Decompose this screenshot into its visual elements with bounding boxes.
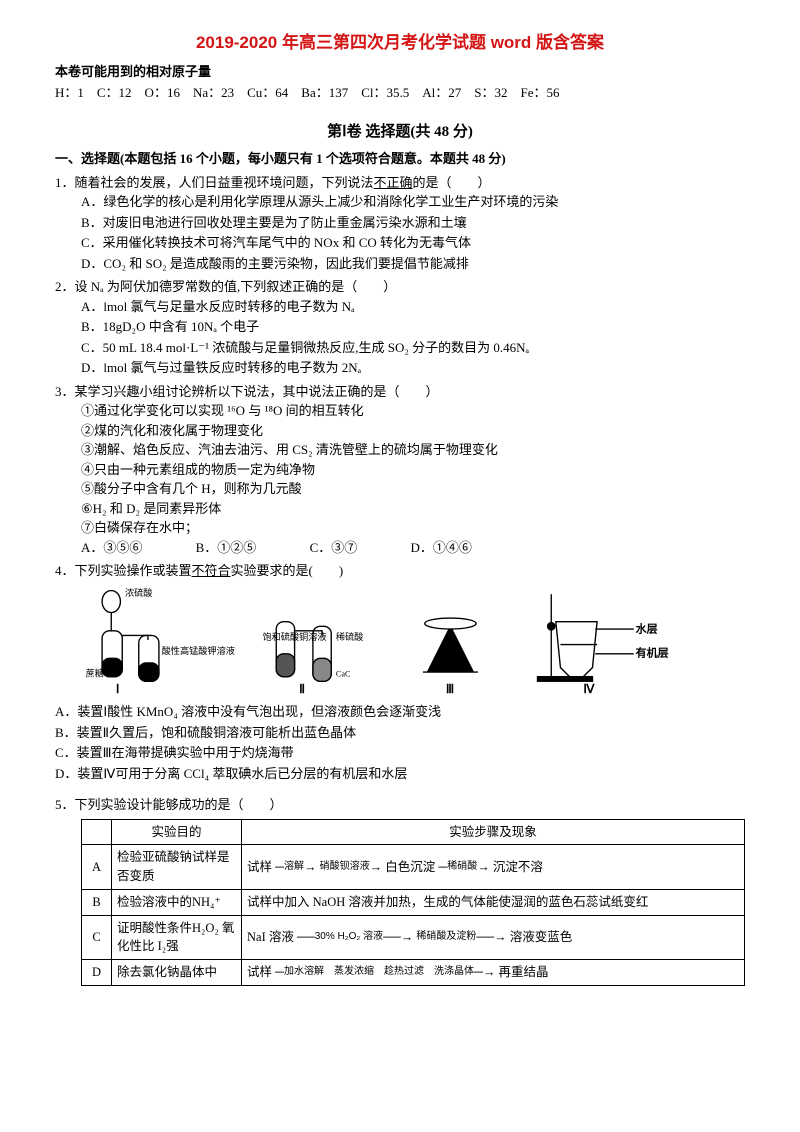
question-4-options: A．装置Ⅰ酸性 KMnO₄ 溶液中没有气泡出现，但溶液颜色会逐渐变浅 B．装置Ⅱ…: [55, 702, 745, 783]
question-3: 3．某学习兴趣小组讨论辨析以下说法，其中说法正确的是（ ） ①通过化学变化可以实…: [55, 382, 745, 558]
q5-table: 实验目的 实验步骤及现象 A 检验亚硫酸钠试样是否变质 试样 ─溶解→ 硝酸钡溶…: [81, 819, 745, 986]
svg-text:Ⅱ: Ⅱ: [299, 682, 305, 695]
q4-stem-pre: 4．下列实验操作或装置: [55, 563, 192, 578]
subtitle: 本卷可能用到的相对原子量: [55, 62, 745, 82]
q1-option-c: C．采用催化转换技术可将汽车尾气中的 NOx 和 CO 转化为无毒气体: [81, 233, 745, 253]
q5-th2: 实验步骤及现象: [242, 819, 745, 845]
q2-option-c: C．50 mL 18.4 mol·L⁻¹ 浓硫酸与足量铜微热反应,生成 SO₂ …: [81, 338, 745, 358]
q5-rowD-id: D: [82, 960, 112, 986]
question-2: 2．设 Nₐ 为阿伏加德罗常数的值,下列叙述正确的是（ ） A．lmol 氯气与…: [55, 277, 745, 378]
svg-text:稀硫酸: 稀硫酸: [336, 631, 363, 642]
q5-rowB-step: 试样中加入 NaOH 溶液并加热，生成的气体能使湿润的蓝色石蕊试纸变红: [242, 889, 745, 915]
q3-s5: ⑤酸分子中含有几个 H，则称为几元酸: [81, 479, 745, 499]
svg-text:饱和硫酸铜溶液: 饱和硫酸铜溶液: [263, 631, 327, 642]
q5-rowA-step: 试样 ─溶解→ 硝酸钡溶液→ 白色沉淀 ─稀硝酸→ 沉淀不溶: [242, 845, 745, 890]
q5-rowA-goal: 检验亚硫酸钠试样是否变质: [112, 845, 242, 890]
q5-rowD-goal: 除去氯化钠晶体中: [112, 960, 242, 986]
q3-choice-a: A．③⑤⑥: [81, 538, 142, 558]
q3-s7: ⑦白磷保存在水中；: [81, 518, 745, 538]
q3-s2: ②煤的汽化和液化属于物理变化: [81, 421, 745, 441]
q1-underline: 不正确: [374, 175, 413, 190]
q3-s4: ④只由一种元素组成的物质一定为纯净物: [81, 460, 745, 480]
q5-stem: 5．下列实验设计能够成功的是（ ）: [55, 795, 745, 815]
q2-stem: 2．设 Nₐ 为阿伏加德罗常数的值,下列叙述正确的是（ ）: [55, 277, 745, 297]
svg-text:水层: 水层: [636, 621, 658, 635]
atomic-masses: H：1 C：12 O：16 Na：23 Cu：64 Ba：137 Cl：35.5…: [55, 83, 745, 103]
svg-text:Ⅰ: Ⅰ: [116, 682, 120, 695]
section-header: 第Ⅰ卷 选择题(共 48 分): [55, 121, 745, 144]
svg-text:Ⅲ: Ⅲ: [446, 682, 454, 695]
q3-s6: ⑥H₂ 和 D₂ 是同素异形体: [81, 499, 745, 519]
q1-stem-pre: 1．随着社会的发展，人们日益重视环境问题，下列说法: [55, 175, 374, 190]
q4-option-a: A．装置Ⅰ酸性 KMnO₄ 溶液中没有气泡出现，但溶液颜色会逐渐变浅: [55, 702, 745, 722]
q5-rowC-step: NaI 溶液 ──30% H₂O₂ 溶液──→ 稀硝酸及淀粉──→ 溶液变蓝色: [242, 915, 745, 960]
q3-stem: 3．某学习兴趣小组讨论辨析以下说法，其中说法正确的是（ ）: [55, 382, 745, 402]
q5-rowB-goal: 检验溶液中的NH₄⁺: [112, 889, 242, 915]
q3-choice-d: D．①④⑥: [410, 538, 471, 558]
q4-underline: 不符合: [192, 563, 231, 578]
q5-rowB-id: B: [82, 889, 112, 915]
q2-option-b: B．18gD₂O 中含有 10Nₐ 个电子: [81, 317, 745, 337]
q2-option-a: A．lmol 氯气与足量水反应时转移的电子数为 Nₐ: [81, 297, 745, 317]
q5-rowD-step: 试样 ─加水溶解 蒸发浓缩 趁热过滤 洗涤晶体─→ 再重结晶: [242, 960, 745, 986]
q4-option-c: C．装置Ⅲ在海带提碘实验中用于灼烧海带: [55, 743, 745, 763]
q2-option-d: D．lmol 氯气与过量铁反应时转移的电子数为 2Nₐ: [81, 358, 745, 378]
svg-text:酸性高锰酸钾溶液: 酸性高锰酸钾溶液: [162, 644, 235, 655]
q3-s3: ③潮解、焰色反应、汽油去油污、用 CS₂ 清洗管壁上的硫均属于物理变化: [81, 440, 745, 460]
q1-option-d: D．CO₂ 和 SO₂ 是造成酸雨的主要污染物，因此我们要提倡节能减排: [81, 254, 745, 274]
svg-text:浓硫酸: 浓硫酸: [125, 587, 152, 598]
q1-option-a: A．绿色化学的核心是利用化学原理从源头上减少和消除化学工业生产对环境的污染: [81, 192, 745, 212]
svg-text:有机层: 有机层: [636, 645, 669, 659]
svg-text:CaC: CaC: [336, 669, 351, 678]
apparatus-diagram: 浓硫酸 蔗糖 酸性高锰酸钾溶液 Ⅰ 饱和硫酸铜溶液 稀硫酸 CaC Ⅱ Ⅲ 水层…: [55, 585, 745, 695]
q4-option-b: B．装置Ⅱ久置后，饱和硫酸铜溶液可能析出蓝色晶体: [55, 723, 745, 743]
svg-text:Ⅳ: Ⅳ: [583, 682, 595, 695]
q5-th1: 实验目的: [112, 819, 242, 845]
q3-s1: ①通过化学变化可以实现 ¹⁶O 与 ¹⁸O 间的相互转化: [81, 401, 745, 421]
page-title: 2019-2020 年高三第四次月考化学试题 word 版含答案: [55, 30, 745, 56]
q1-option-b: B．对废旧电池进行回收处理主要是为了防止重金属污染水源和土壤: [81, 213, 745, 233]
svg-text:蔗糖: 蔗糖: [86, 667, 104, 678]
q3-choice-c: C．③⑦: [310, 538, 358, 558]
q5-rowC-goal: 证明酸性条件H₂O₂ 氧化性比 I₂强: [112, 915, 242, 960]
question-5: 5．下列实验设计能够成功的是（ ）: [55, 795, 745, 815]
part-header: 一、选择题(本题包括 16 个小题，每小题只有 1 个选项符合题意。本题共 48…: [55, 149, 745, 169]
q4-stem-post: 实验要求的是( ): [231, 563, 344, 578]
q1-stem-post: 的是（ ）: [413, 175, 491, 190]
question-4: 4．下列实验操作或装置不符合实验要求的是( ): [55, 561, 745, 581]
question-1: 1．随着社会的发展，人们日益重视环境问题，下列说法不正确的是（ ） A．绿色化学…: [55, 173, 745, 274]
q3-choice-b: B．①②⑤: [196, 538, 257, 558]
q4-option-d: D．装置Ⅳ可用于分离 CCl₄ 萃取碘水后已分层的有机层和水层: [55, 764, 745, 784]
q5-rowC-id: C: [82, 915, 112, 960]
q5-rowA-id: A: [82, 845, 112, 890]
